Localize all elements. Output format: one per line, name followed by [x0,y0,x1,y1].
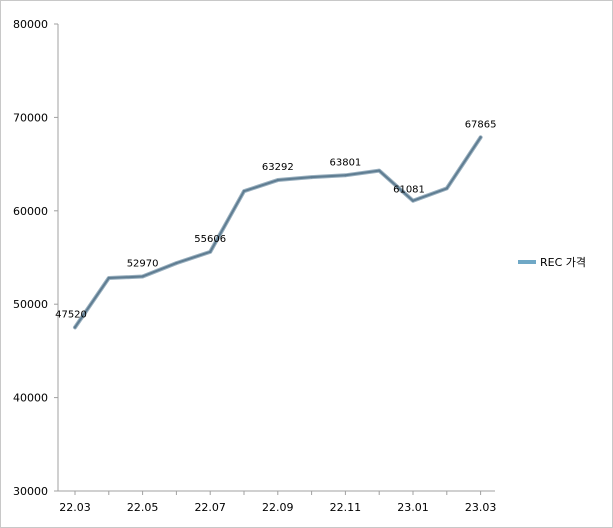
x-tick-label: 22.05 [127,501,159,514]
legend-swatch [518,260,536,264]
data-point [209,250,212,254]
data-point [378,169,381,172]
data-point [445,187,448,190]
y-tick-label: 60000 [13,205,48,218]
x-tick-label: 22.09 [262,501,294,514]
data-point [310,175,313,179]
data-point [479,136,482,139]
data-label: 61081 [393,185,425,196]
y-tick-label: 50000 [13,298,48,311]
data-label: 52970 [127,258,159,269]
data-point [141,275,144,278]
data-point [411,199,415,202]
data-point [242,189,246,193]
data-label: 63292 [262,162,294,173]
data-point [73,326,77,329]
data-label: 47520 [55,309,87,320]
legend: REC 가격 [518,254,586,270]
data-point [175,261,178,265]
data-label: 67865 [465,119,497,130]
y-tick-label: 30000 [13,485,48,498]
data-label: 63801 [329,157,361,168]
data-point [107,276,111,280]
y-tick-label: 70000 [13,111,48,124]
data-point [276,178,279,182]
y-tick-label: 40000 [13,392,48,405]
x-tick-label: 22.03 [59,501,91,514]
x-tick-label: 22.07 [194,501,226,514]
x-tick-label: 22.11 [330,501,362,514]
y-tick-label: 80000 [13,18,48,31]
legend-label: REC 가격 [540,256,587,269]
data-point [344,174,347,177]
x-tick-label: 23.01 [397,501,429,514]
x-tick-label: 23.03 [465,501,497,514]
data-label: 55606 [194,234,226,245]
